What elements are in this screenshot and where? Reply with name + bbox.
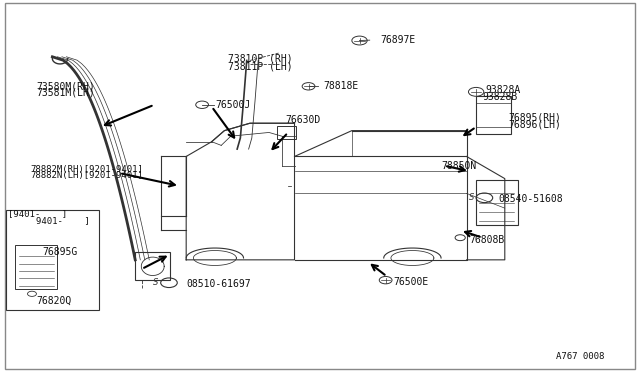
Text: 08540-51608: 08540-51608 (499, 194, 563, 204)
Bar (135, 253, 170, 280)
Text: 78882N(LH)[9201-9401]: 78882N(LH)[9201-9401] (30, 171, 143, 180)
Bar (476, 180, 518, 225)
Text: 76808B: 76808B (470, 234, 505, 244)
Bar (277, 126, 296, 139)
Text: 73581M(LH): 73581M(LH) (36, 87, 95, 97)
Text: 9401-    ]: 9401- ] (36, 217, 90, 225)
Text: 73811P (LH): 73811P (LH) (228, 61, 292, 71)
Text: S: S (154, 278, 159, 287)
Text: 76895G: 76895G (43, 247, 78, 257)
Text: 76895(RH): 76895(RH) (508, 113, 561, 123)
Bar (6, 210, 99, 310)
Text: 76897E: 76897E (381, 35, 416, 45)
Text: [9401-    ]: [9401- ] (8, 209, 67, 218)
Text: 76896(LH): 76896(LH) (508, 119, 561, 129)
Text: 93828A: 93828A (486, 85, 521, 95)
Text: 78850N: 78850N (441, 161, 476, 171)
Text: 76630D: 76630D (285, 115, 320, 125)
Bar (476, 96, 511, 134)
Text: 76500E: 76500E (394, 277, 429, 287)
Bar (15, 245, 57, 289)
Text: A767 0008: A767 0008 (556, 352, 604, 361)
Text: 76820Q: 76820Q (36, 295, 72, 305)
Text: 08510-61697: 08510-61697 (186, 279, 251, 289)
Text: 78818E: 78818E (323, 81, 358, 91)
Text: 93828B: 93828B (483, 92, 518, 102)
Text: 73810P (RH): 73810P (RH) (228, 54, 292, 64)
Text: S: S (469, 193, 474, 202)
Text: 73580M(RH): 73580M(RH) (36, 81, 95, 91)
Text: 78882M(RH)[9201-9401]: 78882M(RH)[9201-9401] (30, 165, 143, 174)
Text: 76500J: 76500J (215, 100, 250, 110)
